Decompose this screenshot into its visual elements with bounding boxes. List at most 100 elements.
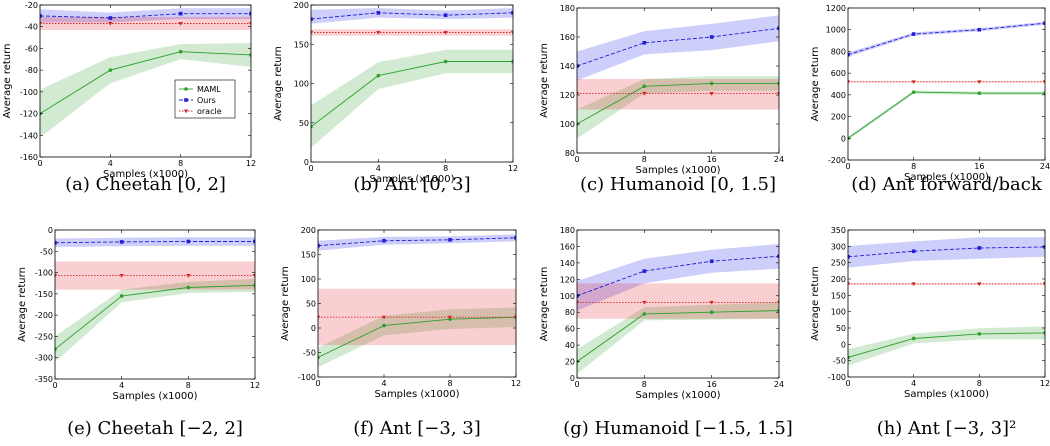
legend-marker-ours [184, 98, 188, 102]
data-point-ours [642, 269, 647, 273]
y-axis-label: Average return [2, 44, 13, 119]
data-point-oracle [318, 315, 321, 320]
data-point-maml [911, 90, 916, 94]
y-tick-label: 0 [570, 374, 575, 383]
data-point-maml [382, 323, 386, 328]
data-point-oracle [1042, 282, 1045, 287]
panel-caption: (d) Ant forward/back [851, 174, 1043, 195]
confidence-band-maml [40, 43, 251, 138]
x-tick-label: 12 [250, 381, 260, 390]
y-tick-label: 800 [831, 47, 846, 56]
plot-area [577, 15, 779, 139]
y-tick-label: 60 [565, 325, 575, 334]
y-tick-label: 100 [294, 80, 309, 89]
plot-area [40, 8, 251, 138]
plot-area [848, 21, 1045, 141]
data-point-oracle [977, 80, 982, 85]
y-tick-label: 0 [311, 324, 316, 333]
x-tick-label: 8 [977, 379, 982, 388]
x-axis-label: Samples (x1000) [112, 391, 197, 402]
series-line-maml [40, 51, 251, 114]
data-point-ours [848, 254, 850, 259]
x-axis-label: Samples (x1000) [635, 390, 720, 401]
y-tick-label: 0 [841, 134, 846, 143]
confidence-band-ours [55, 237, 255, 247]
y-tick-label: 100 [560, 292, 575, 301]
legend: MAML Ours oracle [174, 79, 236, 119]
data-point-ours [1043, 21, 1045, 25]
x-tick-label: 8 [443, 164, 448, 173]
y-tick-label: -100 [35, 269, 53, 278]
panel-caption: (b) Ant [0, 3] [353, 174, 470, 195]
data-point-oracle [376, 30, 381, 35]
data-point-maml [642, 84, 647, 89]
confidence-band-ours [318, 234, 516, 251]
x-tick-label: 16 [707, 155, 717, 164]
data-point-ours [848, 52, 850, 57]
data-point-oracle [40, 21, 43, 26]
x-tick-label: 8 [642, 155, 647, 164]
data-point-oracle [848, 80, 851, 85]
y-tick-label: 140 [560, 62, 575, 71]
data-point-oracle [513, 315, 516, 320]
data-point-maml [376, 73, 381, 78]
y-tick-label: -300 [35, 354, 53, 363]
x-tick-label: 0 [845, 162, 850, 171]
y-axis-label: Average return [810, 47, 821, 122]
data-point-oracle [381, 315, 387, 320]
data-point-ours [777, 254, 779, 259]
data-point-ours [55, 240, 57, 245]
plot-area [311, 8, 513, 148]
confidence-band-oracle [311, 29, 513, 36]
y-tick-label: -140 [20, 131, 38, 140]
y-axis-label: Average return [17, 267, 28, 342]
data-point-ours [443, 13, 448, 18]
data-point-maml [848, 355, 850, 360]
data-point-ours [178, 11, 183, 16]
confidence-band-maml [848, 326, 1045, 366]
confidence-band-ours [848, 237, 1045, 268]
data-point-oracle [248, 21, 251, 26]
data-point-ours [448, 238, 452, 242]
data-point-oracle [55, 274, 58, 278]
data-point-oracle [252, 274, 255, 278]
x-tick-label: 0 [574, 155, 579, 164]
data-point-maml [709, 81, 714, 86]
data-point-maml [55, 347, 57, 351]
series-line-ours [311, 12, 513, 20]
y-tick-label: 120 [560, 91, 575, 100]
data-point-ours [376, 11, 381, 15]
y-tick-label: 140 [560, 259, 575, 268]
x-tick-label: 4 [911, 379, 916, 388]
x-tick-label: 4 [119, 381, 124, 390]
series-line-maml [318, 316, 516, 358]
series-line-ours [577, 27, 779, 67]
data-point-maml [977, 91, 982, 96]
chart-panel-5: 0 4 8 12 -350 -300 -250 -200 -150 -100 -50 0 Samples… [17, 226, 260, 439]
y-tick-label: 600 [831, 69, 846, 78]
y-tick-label: 50 [836, 324, 846, 333]
x-tick-label: 8 [642, 380, 647, 389]
y-tick-label: 1000 [826, 26, 846, 35]
data-point-ours [642, 41, 647, 45]
y-tick-label: 0 [48, 226, 53, 235]
plot-area [55, 237, 255, 362]
data-point-oracle [311, 30, 314, 35]
x-tick-label: 12 [511, 379, 521, 388]
y-tick-label: 150 [831, 291, 846, 300]
y-tick-label: 50 [299, 119, 309, 128]
x-axis-label: Samples (x1000) [904, 172, 989, 183]
data-point-maml [186, 285, 191, 290]
data-point-maml [777, 81, 779, 86]
y-tick-label: 40 [565, 341, 575, 350]
y-tick-label: -100 [20, 88, 38, 97]
y-tick-label: -50 [40, 247, 53, 256]
legend-marker-maml [184, 87, 188, 91]
series-line-ours [848, 22, 1045, 56]
data-point-oracle [709, 300, 714, 305]
x-tick-label: 12 [508, 164, 518, 173]
series-line-maml [577, 310, 779, 362]
data-point-oracle [642, 92, 647, 96]
series-line-maml [848, 91, 1045, 139]
